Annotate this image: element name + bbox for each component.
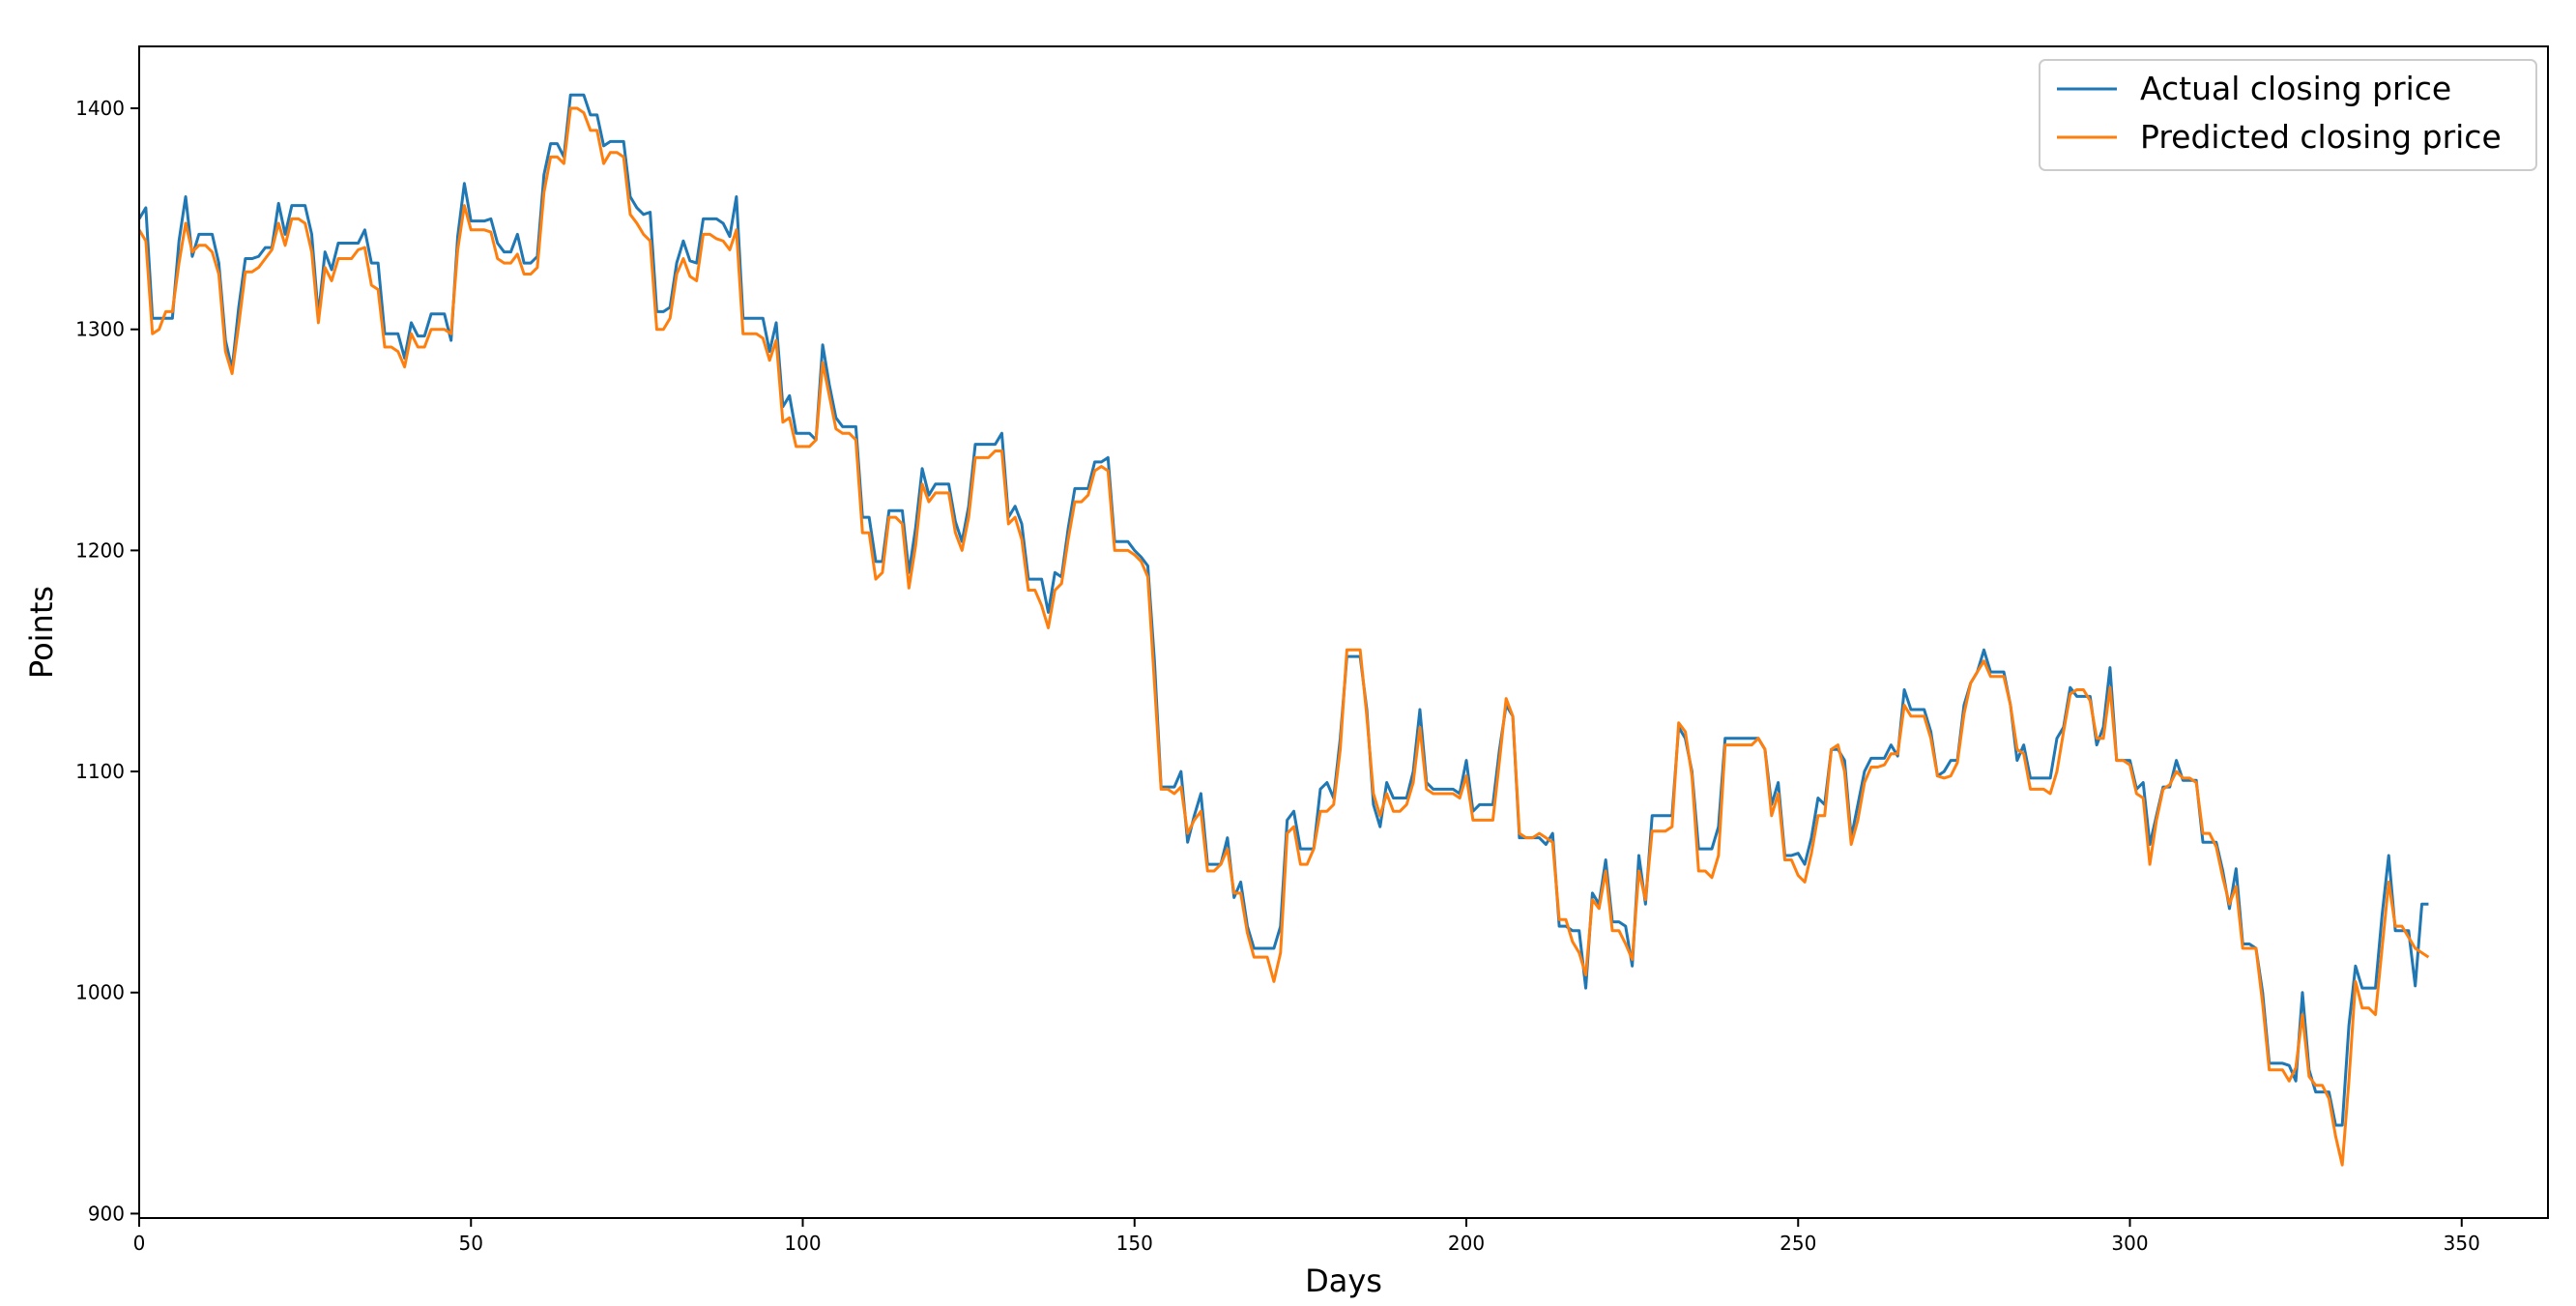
axes-frame xyxy=(138,45,2549,1219)
x-tick-label: 200 xyxy=(1448,1232,1485,1255)
x-tick-label: 350 xyxy=(2444,1232,2480,1255)
x-tick-label: 0 xyxy=(133,1232,146,1255)
y-tick-label: 1000 xyxy=(75,981,125,1004)
y-tick-label: 1100 xyxy=(75,760,125,783)
y-tick-label: 1200 xyxy=(75,538,125,562)
y-axis-label: Points xyxy=(23,586,60,679)
x-tick-label: 150 xyxy=(1116,1232,1153,1255)
x-tick-label: 100 xyxy=(784,1232,821,1255)
x-tick-label: 250 xyxy=(1780,1232,1816,1255)
legend-box xyxy=(2039,59,2537,171)
y-axis: 900 1000 1100 1200 1300 1400 xyxy=(75,97,139,1225)
y-tick-label: 1300 xyxy=(75,318,125,341)
x-axis-label: Days xyxy=(1305,1262,1382,1299)
plot-area xyxy=(138,45,2549,1219)
series-line-predicted xyxy=(139,106,2430,1167)
x-tick-label: 50 xyxy=(459,1232,483,1255)
x-tick-label: 300 xyxy=(2111,1232,2148,1255)
legend: Actual closing price Predicted closing pr… xyxy=(2039,59,2537,171)
series-layer xyxy=(139,93,2430,1167)
legend-label: Actual closing price xyxy=(2140,70,2451,107)
y-tick-label: 900 xyxy=(88,1202,125,1225)
legend-label: Predicted closing price xyxy=(2140,118,2502,156)
x-axis: 0 50 100 150 200 250 300 350 xyxy=(133,1218,2480,1255)
y-tick-label: 1400 xyxy=(75,97,125,120)
